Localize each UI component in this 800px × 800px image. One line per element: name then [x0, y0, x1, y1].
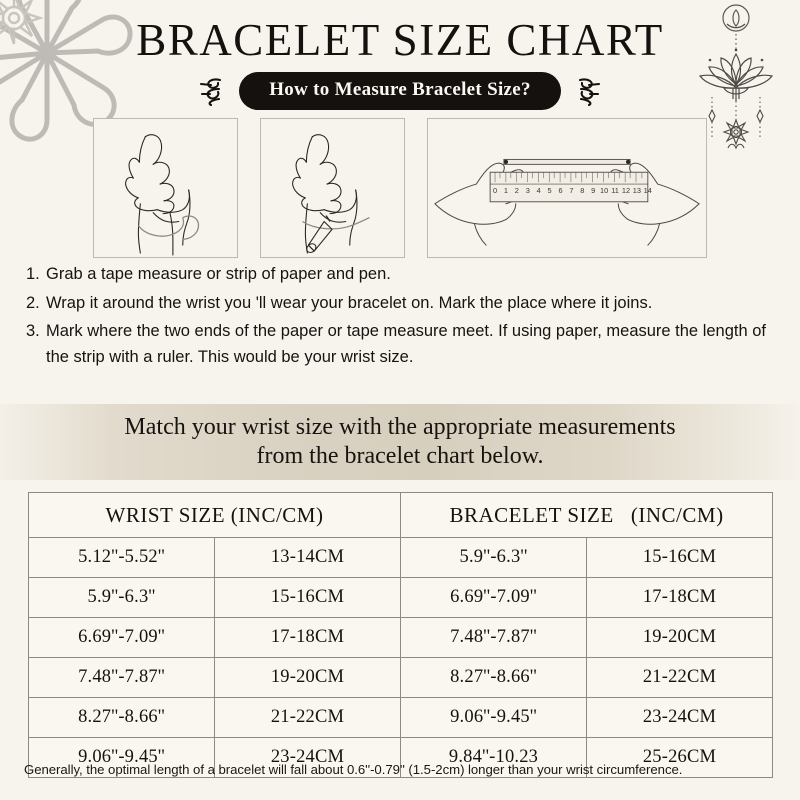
table-cell: 5.9''-6.3'' — [28, 577, 215, 618]
ruler-tick-label: 12 — [622, 186, 630, 195]
table-cell: 7.48''-7.87'' — [400, 617, 588, 658]
table-cell: 9.06''-9.45'' — [28, 737, 215, 778]
ruler-tick-label: 5 — [548, 186, 552, 195]
footer-note: Generally, the optimal length of a brace… — [24, 762, 683, 777]
decorative-flourish-left-icon — [195, 74, 229, 108]
page-title: BRACELET SIZE CHART — [136, 15, 664, 65]
ruler-tick-label: 3 — [526, 186, 530, 195]
table-cell: 15-16CM — [213, 577, 402, 618]
table-row: 7.48''-7.87'' 19-20CM 8.27''-8.66'' 21-22CM — [28, 657, 774, 698]
ruler-tick-label: 8 — [580, 186, 584, 195]
table-cell: 23-24CM — [213, 737, 402, 778]
table-cell: 23-24CM — [586, 697, 774, 738]
table-cell: 5.9''-6.3'' — [400, 537, 588, 578]
banner-line-1: Match your wrist size with the appropria… — [124, 414, 676, 441]
step-text: Mark where the two ends of the paper or … — [46, 322, 766, 366]
table-cell: 17-18CM — [213, 617, 402, 658]
panel-hand-with-tape — [93, 118, 238, 258]
table-cell: 15-16CM — [586, 537, 774, 578]
ruler-tick-label: 14 — [644, 186, 652, 195]
ruler-tick-label: 1 — [504, 186, 508, 195]
list-item: 3. Mark where the two ends of the paper … — [26, 319, 778, 370]
table-cell: 9.84''-10.23 — [400, 737, 588, 778]
panel-measuring-strip-with-ruler: 0 1 2 3 4 5 6 7 8 9 10 11 12 13 14 — [427, 118, 707, 258]
step-number: 3. — [26, 322, 40, 341]
step-number: 1. — [26, 265, 40, 283]
subtitle-pill: How to Measure Bracelet Size? — [239, 72, 561, 110]
table-row: 5.9''-6.3'' 15-16CM 6.69''-7.09'' 17-18CM — [28, 577, 774, 618]
table-cell: 5.12''-5.52'' — [28, 537, 215, 578]
step-text: Grab a tape measure or strip of paper an… — [46, 265, 391, 283]
table-row: 6.69''-7.09'' 17-18CM 7.48''-7.87'' 19-20CM — [28, 617, 774, 658]
list-item: 1. Grab a tape measure or strip of paper… — [26, 262, 778, 288]
bracelet-size-header: BRACELET SIZE (INC/CM) — [400, 492, 774, 538]
ruler-tick-label: 0 — [493, 186, 497, 195]
table-cell: 13-14CM — [213, 537, 402, 578]
table-cell: 19-20CM — [586, 617, 774, 658]
list-item: 2. Wrap it around the wrist you 'll wear… — [26, 291, 778, 317]
table-row: 9.06''-9.45'' 23-24CM 9.84''-10.23 25-26CM — [28, 737, 774, 778]
illustration-panels: 0 1 2 3 4 5 6 7 8 9 10 11 12 13 14 — [0, 118, 800, 258]
table-cell: 7.48''-7.87'' — [28, 657, 215, 698]
table-cell: 17-18CM — [586, 577, 774, 618]
table-row: 8.27''-8.66'' 21-22CM 9.06''-9.45'' 23-24CM — [28, 697, 774, 738]
table-cell: 8.27''-8.66'' — [400, 657, 588, 698]
ruler-tick-label: 11 — [611, 186, 619, 195]
ruler-tick-label: 10 — [600, 186, 608, 195]
banner-line-2: from the bracelet chart below. — [256, 443, 544, 469]
ruler-tick-label: 2 — [515, 186, 519, 195]
ruler-tick-label: 13 — [633, 186, 641, 195]
table-header-row: WRIST SIZE (INC/CM) BRACELET SIZE (INC/C… — [27, 492, 774, 538]
table-cell: 6.69''-7.09'' — [400, 577, 588, 618]
measure-steps-list: 1. Grab a tape measure or strip of paper… — [26, 262, 778, 373]
ruler-tick-label: 6 — [558, 186, 562, 195]
table-cell: 21-22CM — [586, 657, 774, 698]
table-row: 5.12''-5.52'' 13-14CM 5.9''-6.3'' 15-16CM — [28, 537, 774, 578]
table-cell: 8.27''-8.66'' — [28, 697, 215, 738]
wrist-size-header: WRIST SIZE (INC/CM) — [27, 492, 402, 538]
match-size-banner: Match your wrist size with the appropria… — [0, 404, 800, 480]
ruler-tick-label: 7 — [569, 186, 573, 195]
ruler-tick-label: 4 — [537, 186, 541, 195]
ruler-tick-label: 9 — [591, 186, 595, 195]
step-number: 2. — [26, 293, 40, 312]
table-cell: 21-22CM — [213, 697, 402, 738]
table-cell: 25-26CM — [586, 737, 774, 778]
bracelet-size-table: WRIST SIZE (INC/CM) BRACELET SIZE (INC/C… — [27, 492, 774, 778]
table-cell: 19-20CM — [213, 657, 402, 698]
subtitle-row: How to Measure Bracelet Size? — [0, 72, 800, 110]
panel-hand-marking-with-pen — [260, 118, 405, 258]
table-cell: 9.06''-9.45'' — [400, 697, 588, 738]
decorative-flourish-right-icon — [571, 74, 605, 108]
table-cell: 6.69''-7.09'' — [28, 617, 215, 658]
step-text: Wrap it around the wrist you 'll wear yo… — [46, 293, 653, 312]
